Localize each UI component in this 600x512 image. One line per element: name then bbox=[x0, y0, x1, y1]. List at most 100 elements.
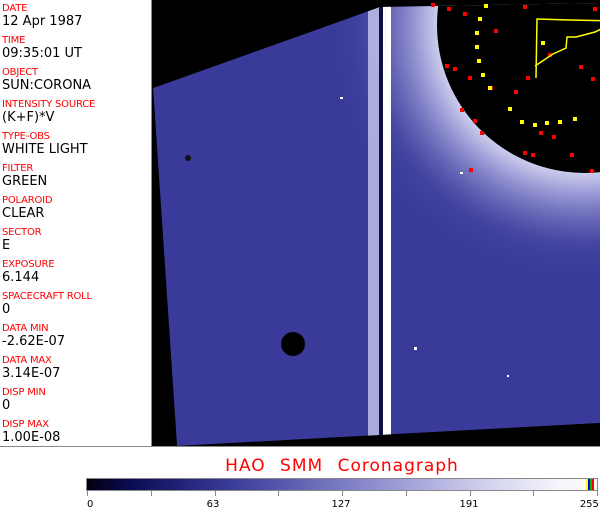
field-label: POLAROID bbox=[2, 195, 53, 206]
overlay-markers bbox=[431, 3, 597, 173]
red-marker bbox=[463, 12, 467, 16]
field-polaroid: POLAROID CLEAR bbox=[2, 192, 53, 224]
colorbar-tick bbox=[469, 491, 471, 496]
field-label: SECTOR bbox=[2, 227, 42, 238]
field-label: TIME bbox=[2, 35, 26, 46]
field-exposure: EXPOSURE 6.144 bbox=[2, 256, 55, 288]
field-value: SUN:CORONA bbox=[2, 78, 92, 93]
field-value: 09:35:01 UT bbox=[2, 46, 82, 61]
field-disp-max: DISP MAX 1.00E-08 bbox=[2, 416, 60, 448]
colorbar-tick-label: 63 bbox=[206, 499, 220, 510]
red-marker bbox=[590, 169, 594, 173]
field-value: 12 Apr 1987 bbox=[2, 14, 83, 29]
yellow-marker bbox=[541, 41, 545, 45]
field-value: 1.00E-08 bbox=[2, 430, 61, 445]
red-marker bbox=[531, 153, 535, 157]
red-marker bbox=[445, 64, 449, 68]
red-marker bbox=[453, 67, 457, 71]
field-label: TYPE-OBS bbox=[2, 131, 50, 142]
field-object: OBJECT SUN:CORONA bbox=[2, 64, 91, 96]
pylon-shadow bbox=[368, 3, 380, 446]
red-marker bbox=[494, 29, 498, 33]
yellow-marker bbox=[545, 121, 549, 125]
yellow-marker bbox=[488, 86, 492, 90]
yellow-marker bbox=[475, 45, 479, 49]
field-value: 0 bbox=[2, 302, 11, 317]
colorbar-tick-label: 191 bbox=[459, 499, 479, 510]
yellow-marker bbox=[477, 59, 481, 63]
red-marker bbox=[593, 7, 597, 11]
field-data-min: DATA MIN -2.62E-07 bbox=[2, 320, 65, 352]
red-marker bbox=[431, 3, 435, 7]
yellow-marker bbox=[478, 17, 482, 21]
red-marker bbox=[469, 168, 473, 172]
colorbar-swatch bbox=[586, 479, 588, 490]
field-label: FILTER bbox=[2, 163, 34, 174]
pylon-streak bbox=[383, 3, 391, 446]
yellow-marker bbox=[558, 120, 562, 124]
colorbar-tick bbox=[87, 491, 88, 496]
field-label: DATA MIN bbox=[2, 323, 49, 334]
field-label: DATA MAX bbox=[2, 355, 52, 366]
field-value: 3.14E-07 bbox=[2, 366, 61, 381]
field-value: WHITE LIGHT bbox=[2, 142, 88, 157]
field-sector: SECTOR E bbox=[2, 224, 42, 256]
field-value: 6.144 bbox=[2, 270, 40, 285]
occulter-disk bbox=[437, 3, 600, 173]
field-data-max: DATA MAX 3.14E-07 bbox=[2, 352, 60, 384]
field-value: (K+F)*V bbox=[2, 110, 55, 125]
red-marker bbox=[552, 135, 556, 139]
field-label: SPACECRAFT ROLL bbox=[2, 291, 92, 302]
colorbar-tick bbox=[533, 491, 535, 496]
field-spacecraft-roll: SPACECRAFT ROLL 0 bbox=[2, 288, 92, 320]
colorbar-swatch bbox=[592, 479, 594, 490]
red-marker bbox=[480, 131, 484, 135]
colorbar-tick bbox=[405, 491, 407, 496]
orientation-indicator bbox=[534, 18, 600, 79]
field-value: 0 bbox=[2, 398, 11, 413]
colorbar-tick bbox=[214, 491, 216, 496]
colorbar-tick bbox=[150, 491, 152, 496]
yellow-marker bbox=[484, 4, 488, 8]
colorbar-tick-label: 0 bbox=[87, 499, 94, 510]
field-intensity-source: INTENSITY SOURCE (K+F)*V bbox=[2, 96, 95, 128]
red-marker bbox=[523, 151, 527, 155]
yellow-marker bbox=[508, 107, 512, 111]
red-marker bbox=[460, 108, 464, 112]
colorbar-tick bbox=[278, 491, 280, 496]
instrument-title: HAO SMM Coronagraph bbox=[225, 456, 459, 476]
colorbar-tick-label: 255 bbox=[579, 499, 599, 510]
red-marker bbox=[548, 53, 552, 57]
colorbar-tick bbox=[342, 491, 343, 496]
yellow-marker bbox=[520, 120, 524, 124]
colorbar-tick bbox=[597, 491, 598, 496]
red-marker bbox=[447, 7, 451, 11]
field-value: -2.62E-07 bbox=[2, 334, 66, 349]
field-time: TIME 09:35:01 UT bbox=[2, 32, 82, 64]
field-label: OBJECT bbox=[2, 67, 38, 78]
red-marker bbox=[570, 153, 574, 157]
field-label: DISP MIN bbox=[2, 387, 46, 398]
red-marker bbox=[468, 76, 472, 80]
coronagraph-image bbox=[152, 0, 600, 447]
dust-spot bbox=[281, 332, 305, 356]
red-marker bbox=[526, 76, 530, 80]
field-value: CLEAR bbox=[2, 206, 45, 221]
yellow-marker bbox=[573, 117, 577, 121]
red-marker bbox=[591, 77, 595, 81]
red-marker bbox=[473, 119, 477, 123]
field-label: INTENSITY SOURCE bbox=[2, 99, 96, 110]
colorbar bbox=[86, 478, 598, 491]
field-value: GREEN bbox=[2, 174, 48, 189]
red-marker bbox=[579, 65, 583, 69]
field-type-obs: TYPE-OBS WHITE LIGHT bbox=[2, 128, 88, 160]
yellow-marker bbox=[481, 73, 485, 77]
field-filter: FILTER GREEN bbox=[2, 160, 47, 192]
yellow-marker bbox=[533, 123, 537, 127]
red-marker bbox=[539, 131, 543, 135]
field-date: DATE 12 Apr 1987 bbox=[2, 0, 82, 32]
field-disp-min: DISP MIN 0 bbox=[2, 384, 46, 416]
colorbar-swatch bbox=[588, 479, 590, 490]
colorbar-tick-label: 127 bbox=[331, 499, 351, 510]
red-marker bbox=[514, 90, 518, 94]
